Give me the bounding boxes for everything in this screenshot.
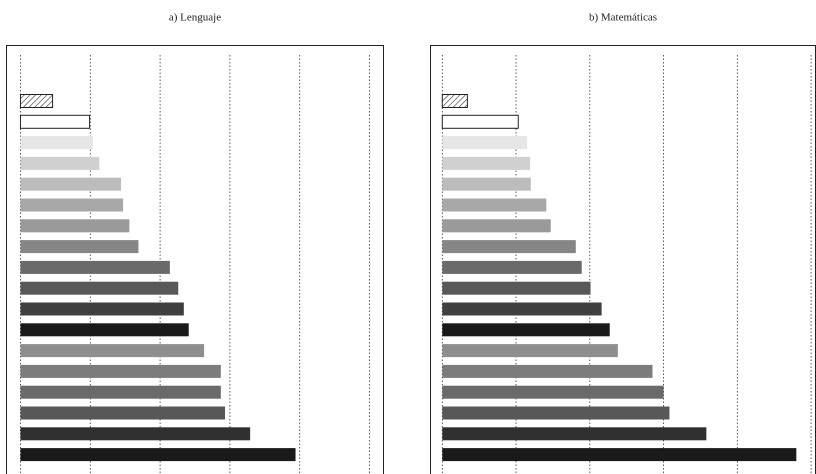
bar [20,406,226,420]
bar [20,219,130,233]
bar [442,323,610,337]
bar [20,344,205,358]
bar [442,156,531,170]
bar [442,281,591,295]
bar [442,177,531,191]
bar [19,94,54,108]
chart-title: b) Matemáticas [589,12,657,24]
bar [20,240,139,254]
bar [20,364,221,378]
bar [441,94,468,108]
panel-frame [6,45,384,474]
bar [442,385,664,399]
bar [442,136,528,150]
bar [442,364,653,378]
bar [442,240,576,254]
bar [20,448,296,462]
bar [442,198,547,212]
bar [442,302,602,316]
bar [20,323,189,337]
bar [442,406,670,420]
bar [19,114,91,129]
bar [442,448,797,462]
bar [442,344,618,358]
bar [20,281,179,295]
bar [441,114,519,129]
bar [442,427,707,441]
bar [442,260,582,274]
chart-title: a) Lenguaje [169,12,221,24]
bar [20,136,94,150]
bar [20,302,184,316]
bar [442,219,551,233]
bar [20,177,121,191]
bar [20,260,170,274]
bar [20,427,251,441]
bar [20,198,124,212]
bar [20,385,221,399]
bar [20,156,100,170]
